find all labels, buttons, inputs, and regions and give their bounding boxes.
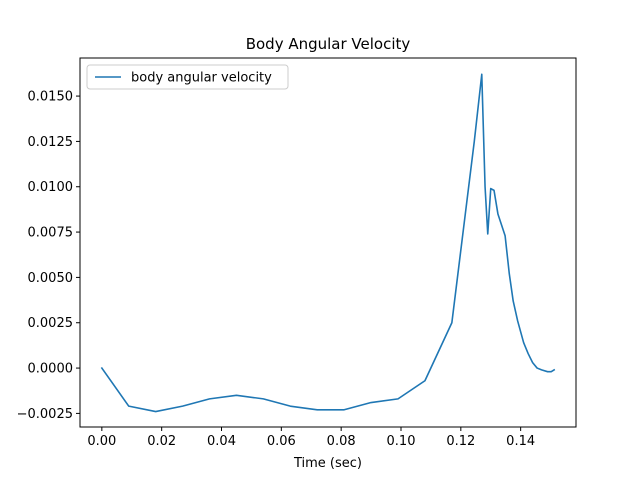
legend-label: body angular velocity	[131, 71, 272, 86]
y-tick-label: 0.0025	[28, 316, 74, 331]
series-line-0	[100, 73, 556, 413]
x-axis-title: Time (sec)	[293, 456, 362, 471]
x-tick-label: 0.14	[506, 434, 535, 449]
y-tick-label: 0.0075	[28, 226, 74, 241]
chart-title: Body Angular Velocity	[246, 35, 411, 53]
plot-area: 0.00 0.02 0.04 0.06 0.08 0.10 0.12 0.14 −0.0025 0…	[17, 57, 577, 449]
axes-frame	[79, 57, 577, 428]
x-tick-label: 0.10	[387, 434, 416, 449]
y-tick-label: 0.0000	[28, 362, 74, 377]
y-tick-label: 0.0100	[28, 180, 74, 195]
legend-box	[86, 64, 289, 90]
y-tick-label: −0.0025	[17, 407, 73, 422]
x-tick-label: 0.08	[327, 434, 356, 449]
x-tick-label: 0.02	[147, 434, 176, 449]
y-tick-label: 0.0050	[28, 271, 74, 286]
x-tick-label: 0.12	[446, 434, 475, 449]
x-tick-label: 0.04	[207, 434, 236, 449]
x-tick-label: 0.00	[87, 434, 116, 449]
y-tick-label: 0.0150	[28, 90, 74, 105]
y-tick-label: 0.0125	[28, 135, 74, 150]
x-tick-label: 0.06	[267, 434, 296, 449]
